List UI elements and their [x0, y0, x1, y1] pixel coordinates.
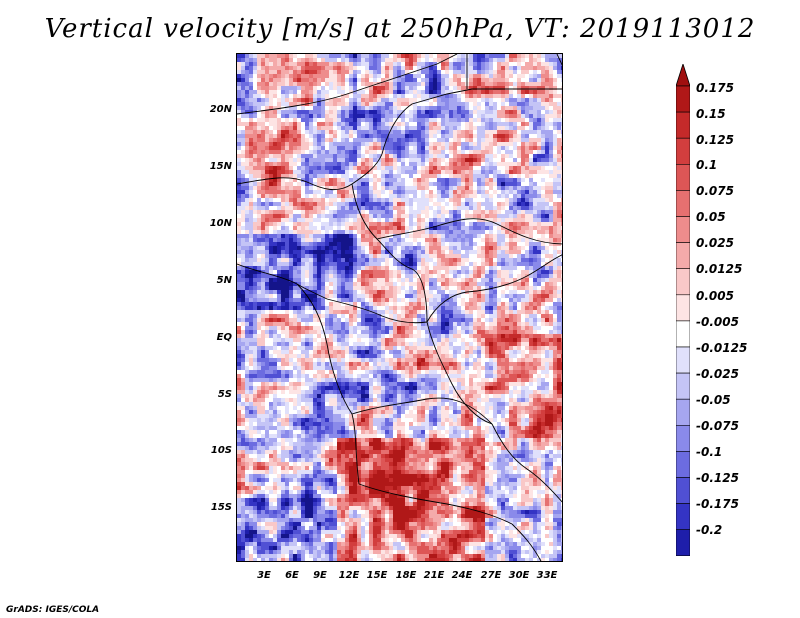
colorbar-swatch — [676, 503, 690, 531]
colorbar-swatch — [676, 346, 690, 374]
colorbar-swatch — [676, 451, 690, 478]
lat-label: 15S — [210, 502, 232, 513]
colorbar-label: -0.025 — [696, 367, 739, 381]
lat-label: 5N — [216, 275, 232, 286]
border-line — [351, 397, 493, 425]
lon-label: 30E — [508, 570, 530, 581]
colorbar-label: 0.15 — [696, 107, 726, 121]
border-line — [296, 283, 360, 485]
border-line — [358, 483, 513, 525]
lon-label: 12E — [338, 570, 360, 581]
colorbar-swatch — [676, 137, 690, 165]
colorbar-label: -0.2 — [696, 523, 723, 537]
colorbar-label: 0.1 — [696, 158, 718, 172]
colorbar-swatch — [676, 242, 690, 270]
colorbar-label: -0.005 — [696, 315, 739, 329]
colorbar-swatch — [676, 398, 690, 426]
lat-label: EQ — [216, 332, 232, 343]
colorbar-swatch — [676, 372, 690, 400]
colorbar-swatch — [676, 111, 690, 139]
lon-label: 15E — [366, 570, 388, 581]
border-line — [376, 218, 562, 245]
colorbar-label: 0.025 — [696, 236, 734, 250]
colorbar-label: -0.175 — [696, 497, 739, 511]
colorbar-label: 0.05 — [696, 210, 726, 224]
colorbar-swatch — [676, 85, 690, 113]
border-line — [237, 153, 383, 191]
lat-label: 20N — [209, 104, 232, 115]
velocity-field — [237, 54, 562, 561]
colorbar-swatch — [676, 424, 690, 452]
border-line — [326, 298, 428, 324]
border-line — [381, 88, 562, 155]
colorbar-label: 0.175 — [696, 81, 734, 95]
colorbar-label: -0.05 — [696, 393, 731, 407]
colorbar-label: 0.125 — [696, 133, 734, 147]
lat-label: 10N — [209, 218, 232, 229]
colorbar-swatch — [676, 164, 690, 191]
colorbar-label: 0.005 — [696, 289, 734, 303]
lon-label: 3E — [257, 570, 271, 581]
colorbar-swatch — [676, 529, 690, 556]
border-line — [556, 54, 562, 66]
lon-label: 33E — [536, 570, 558, 581]
border-line — [491, 423, 562, 503]
lat-label: 10S — [210, 445, 232, 456]
lon-label: 6E — [285, 570, 299, 581]
colorbar-swatch — [676, 320, 690, 348]
colorbar-swatch — [676, 190, 690, 217]
lat-label: 5S — [217, 389, 232, 400]
chart-title: Vertical velocity [m/s] at 250hPa, VT: 2… — [44, 14, 756, 44]
country-borders — [237, 54, 562, 561]
colorbar — [676, 64, 690, 556]
border-line — [351, 183, 428, 323]
colorbar-top-arrow — [676, 64, 690, 87]
map-panel — [236, 53, 563, 562]
lon-label: 27E — [480, 570, 502, 581]
lon-label: 24E — [451, 570, 473, 581]
lat-label: 15N — [209, 161, 232, 172]
grads-credit: GrADS: IGES/COLA — [6, 605, 100, 615]
colorbar-swatch — [676, 294, 690, 322]
colorbar-swatch — [676, 477, 690, 504]
colorbar-swatch — [676, 216, 690, 243]
border-line — [237, 54, 458, 115]
colorbar-label: -0.1 — [696, 445, 723, 459]
colorbar-swatch — [676, 268, 690, 296]
colorbar-label: -0.125 — [696, 471, 739, 485]
border-line — [511, 523, 542, 561]
border-line — [426, 321, 493, 425]
lon-label: 9E — [313, 570, 327, 581]
border-line — [426, 254, 562, 323]
colorbar-label: 0.075 — [696, 184, 734, 198]
lon-label: 18E — [395, 570, 417, 581]
velocity-shading — [237, 54, 562, 561]
colorbar-label: 0.0125 — [696, 262, 743, 276]
colorbar-label: -0.0125 — [696, 341, 748, 355]
lon-label: 21E — [423, 570, 445, 581]
colorbar-label: -0.075 — [696, 419, 739, 433]
